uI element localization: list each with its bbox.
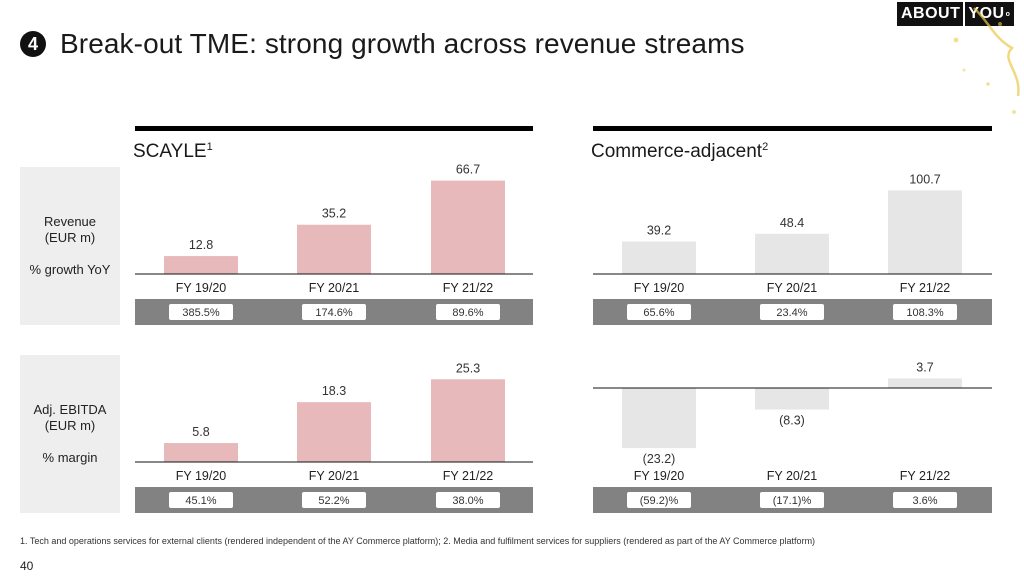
pill-value: 38.0% [452, 495, 483, 507]
data-label: (8.3) [779, 413, 805, 427]
pill-value: 108.3% [906, 307, 944, 319]
logo-word-about: ABOUT [901, 5, 961, 22]
pill-value: 385.5% [182, 307, 220, 319]
pill-value: (59.2)% [640, 495, 679, 507]
logo-word-you: YOU [968, 5, 1005, 22]
pill-value: 65.6% [643, 307, 674, 319]
section-title-text: Commerce-adjacent [591, 141, 763, 162]
bar [164, 443, 238, 462]
bar [755, 233, 829, 274]
pill-value: 45.1% [185, 495, 216, 507]
section-rule [593, 126, 992, 131]
category-label: FY 21/22 [443, 281, 494, 295]
category-label: FY 20/21 [309, 469, 360, 483]
category-label: FY 21/22 [443, 469, 494, 483]
bar [164, 256, 238, 274]
category-label: FY 19/20 [176, 469, 227, 483]
data-label: 35.2 [322, 207, 346, 221]
bar [297, 402, 371, 462]
pill-badge [302, 304, 366, 320]
slide-title: 4 Break-out TME: strong growth across re… [20, 24, 745, 64]
pill-badge [760, 492, 824, 508]
logo-mark: o [1005, 10, 1011, 18]
pill-badge [302, 492, 366, 508]
page-title: Break-out TME: strong growth across reve… [60, 28, 745, 59]
pill-badge [169, 304, 233, 320]
data-label: 100.7 [909, 172, 940, 186]
section-number-badge: 4 [20, 31, 46, 57]
footnote: 1. Tech and operations services for exte… [20, 536, 816, 546]
section-footnote-mark: 1 [207, 141, 213, 153]
bar [755, 388, 829, 410]
section-rule [135, 126, 533, 131]
category-label: FY 20/21 [767, 281, 818, 295]
pill-badge [893, 492, 957, 508]
ebitda-label-line2: (EUR m) [44, 418, 96, 433]
splash-dot [1012, 110, 1016, 114]
category-label: FY 19/20 [176, 281, 227, 295]
bar [622, 241, 696, 274]
splash-dot [953, 37, 959, 43]
category-label: FY 20/21 [767, 469, 818, 483]
pill-badge [436, 492, 500, 508]
pill-value: 23.4% [776, 307, 807, 319]
pill-badge [760, 304, 824, 320]
data-label: 12.8 [189, 238, 213, 252]
pill-value: 89.6% [452, 307, 483, 319]
ebitda-label-line1: Adj. EBITDA [33, 402, 107, 417]
data-label: 5.8 [192, 425, 209, 439]
category-label: FY 21/22 [900, 281, 951, 295]
revenue-label-line2: (EUR m) [44, 230, 96, 245]
pill-badge [436, 304, 500, 320]
pill-value: 52.2% [318, 495, 349, 507]
category-label: FY 21/22 [900, 469, 951, 483]
revenue-label-line1: Revenue [43, 214, 97, 229]
data-label: 25.3 [456, 361, 480, 375]
data-label: 66.7 [456, 163, 480, 177]
category-label: FY 19/20 [634, 469, 685, 483]
bar [622, 388, 696, 449]
bar [888, 190, 962, 274]
bar [297, 224, 371, 274]
splash-dot [986, 82, 990, 86]
bar [431, 180, 505, 274]
ebitda-sub-label: % margin [42, 450, 98, 465]
category-label: FY 19/20 [634, 281, 685, 295]
category-label: FY 20/21 [309, 281, 360, 295]
logo-divider [963, 2, 966, 26]
data-label: 39.2 [647, 223, 671, 237]
pill-value: 3.6% [912, 495, 937, 507]
data-label: 3.7 [916, 360, 933, 374]
section-title-text: SCAYLE [133, 141, 207, 162]
bar [888, 378, 962, 388]
section-footnote-mark: 2 [762, 141, 768, 153]
pill-badge [627, 492, 691, 508]
splash-dot [962, 68, 966, 72]
data-label: (23.2) [643, 452, 676, 466]
pill-badge [169, 492, 233, 508]
about-you-logo: ABOUT YOU o [897, 2, 1015, 26]
data-label: 48.4 [780, 216, 804, 230]
ebitda-row-label: Adj. EBITDA (EUR m) % margin [20, 355, 120, 513]
section-title: Commerce-adjacent2 [591, 141, 768, 162]
pill-value: (17.1)% [773, 495, 812, 507]
pill-badge [627, 304, 691, 320]
pill-value: 174.6% [315, 307, 353, 319]
bar [431, 379, 505, 462]
data-label: 18.3 [322, 384, 346, 398]
section-title: SCAYLE1 [133, 141, 213, 162]
splash-dot [998, 22, 1002, 26]
splash-stroke [973, 7, 1020, 97]
splash-decoration [953, 7, 1020, 114]
page-number: 40 [20, 559, 34, 573]
revenue-sub-label: % growth YoY [29, 262, 111, 277]
pill-badge [893, 304, 957, 320]
revenue-row-label: Revenue (EUR m) % growth YoY [20, 167, 120, 325]
